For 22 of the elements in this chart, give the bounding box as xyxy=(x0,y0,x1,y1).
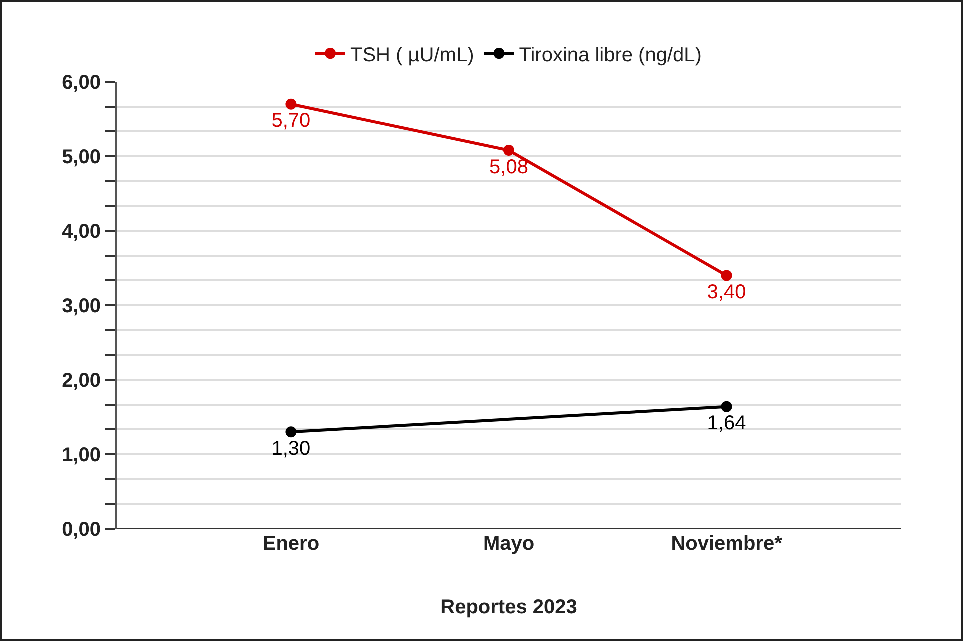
y-tick-label: 2,00 xyxy=(62,370,101,392)
y-tick-label: 4,00 xyxy=(62,221,101,243)
point xyxy=(721,270,732,282)
y-tick-label: 3,00 xyxy=(62,296,101,318)
legend-label: Tiroxina libre (ng/dL) xyxy=(519,44,702,66)
y-tick-label: 0,00 xyxy=(62,519,101,541)
legend-label: TSH ( µU/mL) xyxy=(350,44,474,66)
y-tick-label: 5,00 xyxy=(62,146,101,168)
data-label: 3,40 xyxy=(707,282,746,304)
data-label: 1,30 xyxy=(272,438,311,460)
data-label: 5,08 xyxy=(490,156,528,178)
data-label: 1,64 xyxy=(707,412,746,435)
point xyxy=(504,145,514,156)
x-tick-label: Enero xyxy=(262,533,320,555)
point xyxy=(286,98,297,110)
y-tick-label: 1,00 xyxy=(62,444,101,466)
x-tick-label: Noviembre* xyxy=(671,533,783,555)
x-tick-label: Mayo xyxy=(483,533,535,555)
point xyxy=(286,426,297,438)
y-tick-label: 6,00 xyxy=(62,72,101,94)
x-axis-title: Reportes 2023 xyxy=(440,596,578,618)
data-label: 5,70 xyxy=(272,110,311,132)
